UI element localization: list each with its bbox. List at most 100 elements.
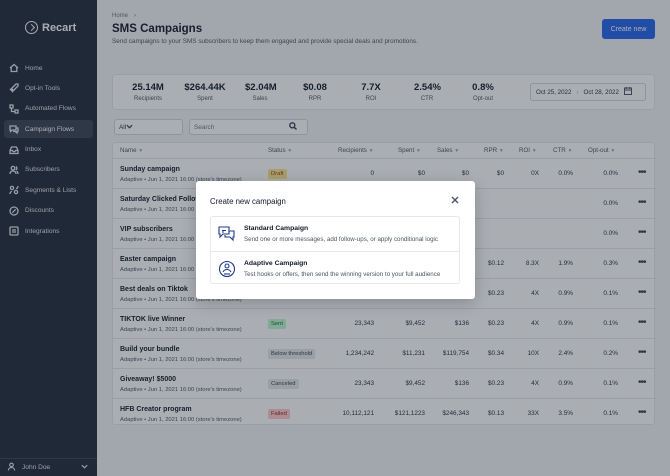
adaptive-campaign-option[interactable]: Adaptive Campaign Test hooks or offers, … (211, 251, 459, 285)
campaign-name[interactable]: Giveaway! $5000 (120, 376, 177, 383)
cell-roi: 4X (531, 290, 539, 297)
cell-rpr: $0.13 (488, 410, 504, 417)
campaign-meta: Adaptive • Jun 1, 2021 16:00 (store's ti… (120, 327, 242, 333)
column-header-label: Status (268, 147, 286, 154)
column-header-rpr[interactable]: RPR ▼ (484, 143, 504, 158)
table-row[interactable]: Build your bundle Adaptive • Jun 1, 2021 … (113, 338, 656, 368)
cell-rpr: $0.23 (488, 290, 504, 297)
option-description: Send one or more messages, add follow-up… (244, 236, 438, 243)
sidebar-item-inbox[interactable]: Inbox (4, 141, 93, 159)
sidebar-item-discounts[interactable]: Discounts (4, 202, 93, 220)
sort-icon: ▼ (498, 148, 504, 154)
page-subtitle: Send campaigns to your SMS subscribers t… (112, 38, 418, 45)
column-header-name[interactable]: Name ▼ (120, 143, 143, 158)
cell-optout: 0.1% (603, 380, 618, 387)
column-header-label: Spent (398, 147, 415, 154)
row-menu-icon[interactable]: ••• (638, 227, 646, 238)
column-header-sales[interactable]: Sales ▼ (437, 143, 459, 158)
table-row[interactable]: HFB Creator program Adaptive • Jun 1, 202… (113, 398, 656, 428)
column-header-ctr[interactable]: CTR ▼ (553, 143, 572, 158)
sidebar-item-campaign-flows[interactable]: Campaign Flows (4, 120, 93, 139)
campaign-meta: Adaptive • Jun 1, 2021 16:00 (store's ti… (120, 357, 242, 363)
status-badge: Failed (268, 409, 290, 419)
row-menu-icon[interactable]: ••• (638, 167, 646, 178)
user-name: John Doe (22, 464, 51, 471)
table-row[interactable]: Sunday campaign Adaptive • Jun 1, 2021 16… (113, 158, 656, 188)
sort-icon: ▼ (454, 148, 460, 154)
cell-sales: $0 (461, 170, 469, 177)
search-input[interactable] (194, 123, 289, 131)
column-header-opt-out[interactable]: Opt-out ▼ (588, 143, 615, 158)
stat-value: $0.08 (303, 82, 327, 93)
cell-ctr: 2.4% (558, 350, 573, 357)
column-header-spent[interactable]: Spent ▼ (398, 143, 421, 158)
cell-optout: 0.0% (603, 170, 618, 177)
campaign-name[interactable]: Best deals on Tiktok (120, 286, 188, 293)
stat-label: Spent (197, 96, 213, 102)
cell-optout: 0.0% (603, 200, 618, 207)
campaign-type-options: Standard Campaign Send one or more messa… (210, 216, 460, 284)
row-menu-icon[interactable]: ••• (638, 257, 646, 268)
row-menu-icon[interactable]: ••• (638, 287, 646, 298)
breadcrumb-home[interactable]: Home (112, 13, 129, 19)
cell-roi: 4X (531, 320, 539, 327)
column-header-status[interactable]: Status ▼ (268, 143, 292, 158)
calendar-icon (623, 87, 632, 97)
cell-rpr: $0.23 (488, 320, 504, 327)
sidebar-item-subscribers[interactable]: Subscribers (4, 161, 93, 179)
sidebar-item-segments-lists[interactable]: Segments & Lists (4, 181, 93, 199)
campaign-name[interactable]: Sunday campaign (120, 166, 180, 173)
stat-spent: $264.44K Spent (184, 82, 226, 102)
integrations-icon (9, 226, 19, 236)
cell-ctr: 3.5% (558, 410, 573, 417)
rocket-icon (9, 83, 19, 94)
cell-roi: 4X (531, 380, 539, 387)
campaign-name[interactable]: TIKTOK live Winner (120, 316, 186, 323)
cell-recipients: 1,234,242 (345, 350, 374, 357)
row-menu-icon[interactable]: ••• (638, 317, 646, 328)
close-icon[interactable] (449, 194, 461, 206)
sort-icon: ▼ (610, 148, 616, 154)
cell-roi: 0X (531, 170, 539, 177)
table-row[interactable]: Giveaway! $5000 Adaptive • Jun 1, 2021 16… (113, 368, 656, 398)
sidebar-item-integrations[interactable]: Integrations (4, 222, 93, 240)
user-menu[interactable]: John Doe (0, 458, 97, 476)
adaptive-icon (217, 259, 237, 279)
create-new-button[interactable]: Create new (602, 19, 655, 39)
cell-recipients: 23,343 (354, 380, 374, 387)
column-header-roi[interactable]: ROI ▼ (519, 143, 537, 158)
sort-icon: ▼ (531, 148, 537, 154)
campaign-name[interactable]: Build your bundle (120, 346, 180, 353)
table-row[interactable]: TIKTOK live Winner Adaptive • Jun 1, 2021… (113, 308, 656, 338)
campaign-name[interactable]: VIP subscribers (120, 226, 173, 233)
status-filter-select[interactable]: All (114, 119, 183, 135)
cell-ctr: 1.9% (558, 260, 573, 267)
stat-value: $2.04M (245, 82, 277, 93)
cell-optout: 0.1% (603, 290, 618, 297)
column-header-recipients[interactable]: Recipients ▼ (338, 143, 374, 158)
page-title: SMS Campaigns (112, 23, 203, 35)
cell-recipients: 10,112,121 (342, 410, 374, 417)
row-menu-icon[interactable]: ••• (638, 197, 646, 208)
date-range-picker[interactable]: Oct 25, 2022 › Oct 28, 2022 (530, 83, 646, 101)
sidebar-item-label: Segments & Lists (25, 186, 77, 194)
sidebar-item-label: Opt-in Tools (25, 84, 61, 92)
sidebar-item-opt-in-tools[interactable]: Opt-in Tools (4, 79, 93, 97)
row-menu-icon[interactable]: ••• (638, 407, 646, 418)
row-menu-icon[interactable]: ••• (638, 347, 646, 358)
chevron-down-icon (80, 462, 89, 473)
campaign-name[interactable]: HFB Creator program (120, 406, 192, 413)
cell-optout: 0.2% (603, 350, 618, 357)
campaign-name[interactable]: Easter campaign (120, 256, 177, 263)
campaign-meta: Adaptive • Jun 1, 2021 16:00 (store's ti… (120, 387, 242, 393)
sidebar-item-automated-flows[interactable]: Automated Flows (4, 100, 93, 118)
logo[interactable]: Recart (25, 21, 76, 34)
campaign-name[interactable]: Saturday Clicked Follow U (120, 196, 208, 203)
standard-campaign-option[interactable]: Standard Campaign Send one or more messa… (211, 217, 459, 251)
sidebar-item-home[interactable]: Home (4, 59, 93, 77)
sidebar: Recart Home Opt-in Tools Automated Flows… (0, 0, 97, 476)
row-menu-icon[interactable]: ••• (638, 377, 646, 388)
cell-spent: $11,231 (402, 350, 425, 357)
stat-value: 2.54% (414, 82, 441, 93)
stat-label: RPR (308, 96, 322, 102)
